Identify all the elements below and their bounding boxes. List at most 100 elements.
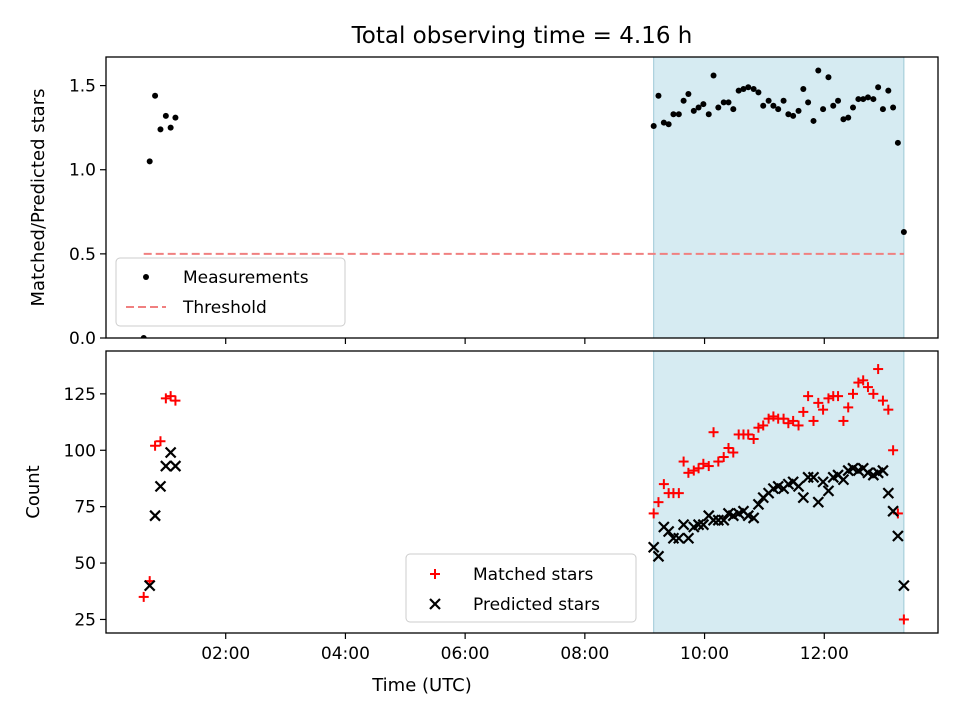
matched-stars-point	[678, 456, 689, 467]
measurements-point	[700, 101, 707, 108]
matched-stars-point	[853, 377, 864, 388]
matched-stars-point	[768, 411, 779, 422]
matched-stars-point	[723, 443, 734, 454]
matched-stars-point	[873, 364, 884, 375]
matched-stars-point	[648, 508, 659, 519]
legend-label: Measurements	[183, 268, 309, 288]
y-tick-label: 125	[64, 385, 96, 405]
measurements-point	[167, 124, 174, 131]
predicted-stars-point	[682, 532, 695, 545]
measurements-point	[745, 84, 752, 91]
measurements-point	[770, 102, 777, 109]
matched-stars-point	[138, 591, 149, 602]
x-tick-label: 12:00	[800, 644, 849, 664]
measurements-point	[710, 72, 717, 79]
y-axis-label: Matched/Predicted stars	[28, 89, 49, 307]
x-tick-label: 08:00	[560, 644, 609, 664]
predicted-stars-point	[652, 550, 665, 563]
measurements-point	[665, 121, 672, 128]
predicted-stars-point	[822, 485, 835, 497]
y-tick-label: 0.0	[69, 329, 96, 349]
matched-stars-point	[862, 382, 873, 393]
predicted-stars-point	[149, 509, 161, 522]
matched-stars-point	[698, 458, 709, 469]
measurements-point	[810, 117, 817, 124]
measurements-point	[705, 111, 712, 118]
measurements-point	[655, 92, 662, 99]
matched-stars-point	[868, 388, 879, 399]
y-tick-label: 1.5	[69, 77, 96, 97]
predicted-stars-point	[673, 532, 685, 545]
measurements-point	[162, 112, 169, 119]
x-tick-label: 02:00	[201, 644, 250, 664]
measurements-point	[855, 96, 862, 103]
y-tick-label: 50	[74, 554, 96, 574]
measurements-point	[885, 87, 892, 94]
measurements-point	[790, 112, 797, 119]
predicted-stars-point	[877, 464, 889, 477]
predicted-stars-point	[892, 530, 904, 542]
x-tick-label: 04:00	[321, 644, 370, 664]
y-tick-label: 1.0	[69, 161, 96, 181]
measurements-point	[800, 85, 807, 92]
predicted-stars-point	[169, 460, 182, 472]
predicted-stars-point	[747, 512, 760, 524]
measurements-point	[900, 228, 907, 235]
measurements-point	[140, 335, 147, 338]
measurements-point	[146, 158, 153, 165]
matched-stars-point	[748, 433, 759, 444]
measurements-point	[730, 106, 737, 113]
bottom-panel: 25 50 75 100 125 02:00 04:00 06:00 08:00 10:00 12:…	[23, 350, 939, 696]
y-tick-label: 25	[74, 610, 96, 630]
matched-stars-point	[813, 397, 824, 408]
measurements-point	[680, 97, 687, 104]
predicted-stars-point	[154, 480, 167, 493]
matched-stars-point	[838, 415, 849, 426]
measurements-point	[690, 107, 697, 114]
matched-stars-point	[877, 395, 888, 406]
measurements-point	[780, 97, 787, 104]
matched-stars-point	[818, 404, 829, 415]
measurements-point	[860, 96, 867, 103]
measurements-point	[735, 87, 742, 94]
matched-stars-point	[673, 488, 684, 499]
measurements-point	[755, 89, 762, 96]
measurements-point	[720, 99, 727, 106]
matched-stars-point	[713, 456, 724, 467]
legend-label: Threshold	[182, 298, 267, 318]
matched-stars-point	[808, 415, 819, 426]
measurements-point	[864, 94, 871, 101]
measurements-point	[825, 74, 832, 81]
matched-stars-point	[788, 415, 799, 426]
predicted-stars-point	[837, 473, 850, 486]
legend-label: Predicted stars	[473, 595, 600, 615]
measurements-point	[835, 97, 842, 104]
matched-stars-point	[833, 391, 844, 402]
matched-stars-point	[753, 422, 764, 433]
measurements-point	[785, 111, 792, 118]
measurements-point	[750, 85, 757, 92]
predicted-stars-point	[647, 541, 660, 554]
measurements-point	[172, 114, 179, 121]
measurements-point	[152, 92, 159, 99]
figure-title: Total observing time = 4.16 h	[351, 23, 693, 49]
matched-stars-point	[683, 467, 694, 478]
matched-stars-point	[688, 465, 699, 476]
measurements-point	[815, 67, 822, 74]
predicted-stars-point	[882, 487, 895, 499]
y-tick-label: 100	[64, 441, 96, 461]
observing-span	[653, 56, 905, 339]
matched-stars-point	[653, 497, 664, 508]
matched-stars-point	[888, 445, 899, 456]
measurements-point	[695, 104, 702, 111]
predicted-stars-point	[752, 498, 765, 511]
predicted-stars-point	[807, 471, 820, 484]
matched-stars-point	[703, 461, 714, 472]
measurements-point	[670, 111, 677, 118]
predicted-stars-point	[143, 579, 156, 592]
measurements-point	[157, 126, 164, 133]
legend-marker-predicted	[429, 598, 441, 610]
measurements-point	[840, 116, 847, 123]
measurements-point	[820, 106, 827, 113]
